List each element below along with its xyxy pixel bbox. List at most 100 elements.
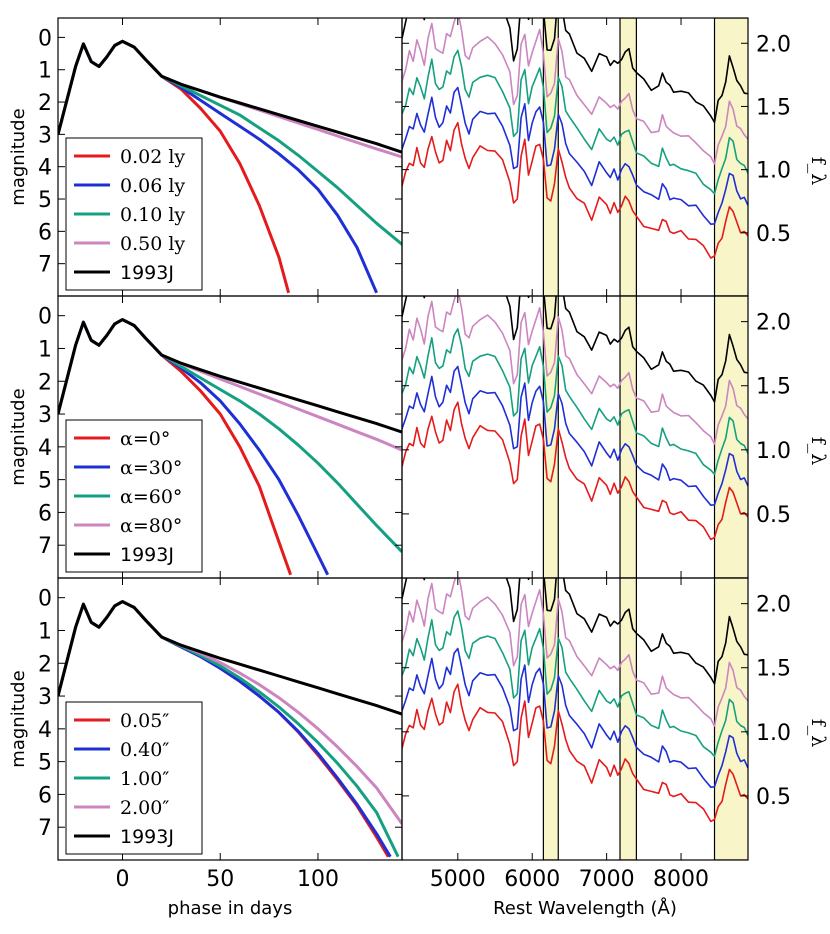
spectrum-line-4 [402,18,748,165]
y-axis-label: f_λ [807,157,829,186]
y-tick-label: 7 [38,534,52,559]
highlight-band [713,578,748,860]
plot-area [402,296,748,578]
spectrum-line-1 [402,683,748,823]
plot-area [402,578,748,860]
y-tick-label: 1.0 [756,721,791,746]
spectrum-panel-3: 0.5 1.0 1.5 2.0 5000 6000 7000 8000 f_λ Rest Wave… [401,577,829,919]
series-line-5 [58,318,402,434]
y-tick-label: 2 [38,91,52,116]
spectrum-line-2 [402,365,748,506]
y-tick-label: 0 [38,587,52,612]
legend-label: 1993J [120,544,174,566]
spectrum-line-1 [402,121,748,259]
x-tick-label: 8000 [653,867,709,892]
spectrum-line-5 [402,578,748,685]
series-group [58,39,402,294]
legend-label: 1993J [120,262,174,284]
y-axis-label: magnitude [8,670,29,767]
light-curve-panel-3: 0 1 2 3 4 5 6 7 0 50 100 magnitude phase in days 0.05… [8,577,403,919]
spectrum-line-2 [402,86,748,225]
spectrum-line-3 [402,49,748,195]
series-group [58,318,402,576]
y-tick-label: 2 [38,652,52,677]
y-tick-label: 2.0 [756,32,791,57]
legend-label: 0.05″ [120,710,169,732]
x-tick-label: 100 [297,867,339,892]
y-tick-label: 2 [38,370,52,395]
y-tick-label: 0.5 [756,222,791,247]
y-tick-label: 6 [38,783,52,808]
y-tick-label: 7 [38,816,52,841]
y-tick-label: 1 [38,59,52,84]
y-tick-label: 1 [38,337,52,362]
legend-label: 0.02 ly [120,146,185,168]
legend-label: α=0° [120,428,170,450]
y-tick-label: 3 [38,685,52,710]
y-axis-label: magnitude [8,108,29,205]
y-tick-label: 0.5 [756,503,791,528]
spectrum-line-5 [402,296,748,403]
y-tick-label: 0.5 [756,785,791,810]
y-tick-label: 2.0 [756,311,791,336]
x-tick-label: 0 [116,867,130,892]
legend: α=0° α=30° α=60° α=80° 1993J [65,419,203,573]
x-tick-label: 7000 [579,867,635,892]
legend-label: 0.06 ly [120,175,185,197]
y-tick-label: 2.0 [756,593,791,618]
y-tick-label: 6 [38,220,52,245]
y-tick-label: 1.0 [756,439,791,464]
highlight-band [619,18,637,296]
y-axis-label: f_λ [807,437,829,466]
spectrum-panel-1: 0.5 1.0 1.5 2.0 f_λ [401,17,829,297]
legend: 0.02 ly 0.06 ly 0.10 ly 0.50 ly 1993J [65,137,203,291]
legend-label: α=60° [120,486,182,508]
spectrum-line-5 [402,18,748,124]
spectrum-line-4 [402,578,748,727]
axes-frame [401,577,749,861]
spectrum-line-1 [402,401,748,541]
legend: 0.05″ 0.40″ 1.00″ 2.00″ 1993J [65,701,203,855]
x-axis-label: Rest Wavelength (Å) [493,897,677,919]
spectrum-line-2 [402,647,748,788]
legend-label: α=30° [120,457,182,479]
y-tick-label: 4 [38,156,52,181]
y-tick-label: 6 [38,501,52,526]
spectrum-panel-2: 0.5 1.0 1.5 2.0 f_λ [401,295,829,579]
y-tick-label: 3 [38,403,52,428]
y-tick-label: 0 [38,26,52,51]
y-tick-label: 7 [38,253,52,278]
y-axis-label: magnitude [8,388,29,485]
spectrum-line-3 [402,328,748,476]
legend-label: 2.00″ [120,797,169,819]
highlight-band [713,18,748,296]
series-line-5 [58,600,402,716]
series-group [58,600,402,858]
series-line-5 [58,39,402,154]
y-tick-label: 4 [38,718,52,743]
spectrum-line-3 [402,610,748,758]
highlight-band [713,296,748,578]
y-tick-label: 4 [38,436,52,461]
plot-area [402,18,748,296]
y-tick-label: 1.5 [756,375,791,400]
y-axis-label: f_λ [807,719,829,748]
legend-label: 1.00″ [120,768,169,790]
y-tick-label: 1.5 [756,657,791,682]
spectrum-line-4 [402,296,748,445]
x-tick-label: 50 [206,867,234,892]
y-tick-label: 1.0 [756,159,791,184]
legend-label: 0.40″ [120,739,169,761]
y-tick-label: 5 [38,751,52,776]
x-tick-label: 5000 [430,867,486,892]
y-tick-label: 1 [38,619,52,644]
legend-label: 0.10 ly [120,204,185,226]
highlight-band [619,296,637,578]
legend-label: 1993J [120,826,174,848]
y-tick-label: 3 [38,123,52,148]
light-curve-panel-2: 0 1 2 3 4 5 6 7 magnitude α=0° α=30° α=60° α=80° 1993… [8,295,403,579]
x-tick-label: 6000 [504,867,560,892]
y-tick-label: 5 [38,188,52,213]
